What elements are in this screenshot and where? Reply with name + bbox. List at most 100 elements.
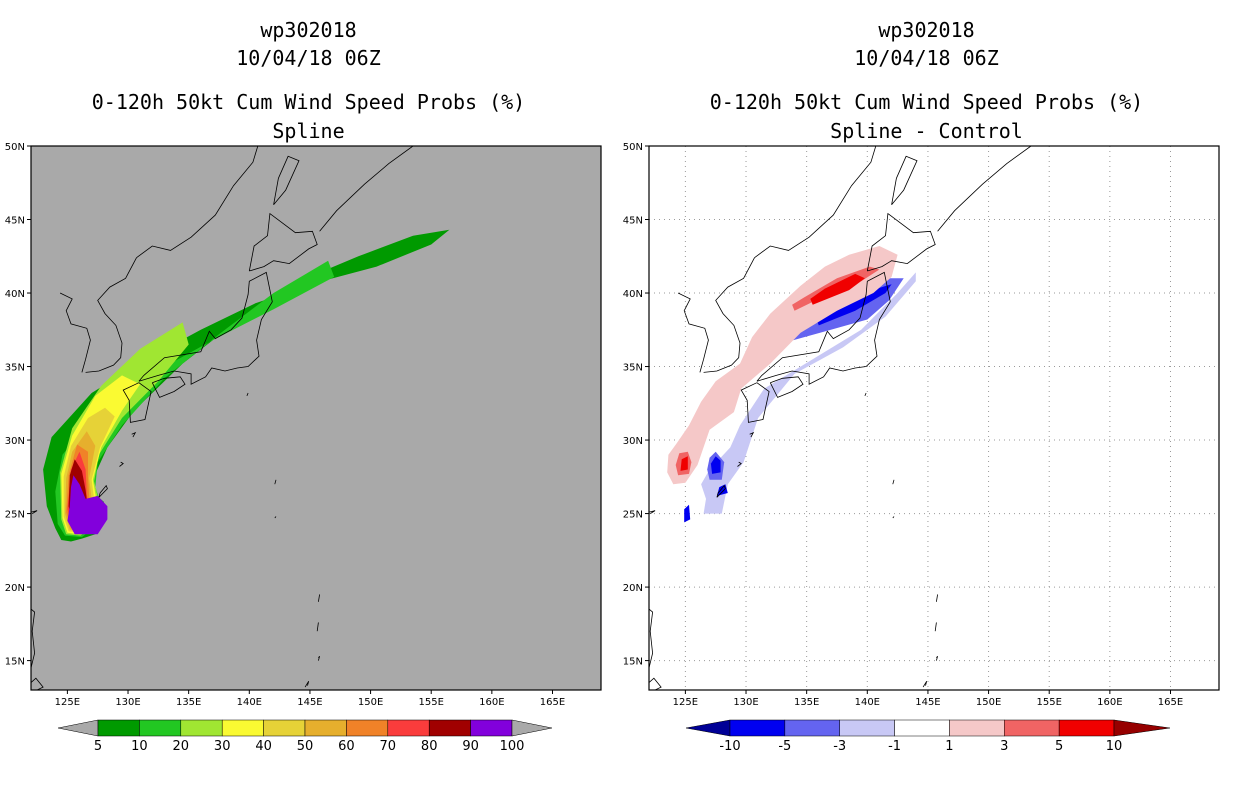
- colorbar-swatch: [346, 719, 389, 737]
- y-tick-label: 45N: [5, 216, 25, 227]
- coastline: [119, 461, 124, 467]
- coastline: [138, 271, 273, 385]
- colorbar-swatch: [729, 719, 786, 737]
- y-tick-label: 20N: [623, 583, 643, 594]
- colorbar-label: 70: [380, 739, 397, 754]
- y-tick-label: 15N: [5, 657, 25, 668]
- colorbar-swatch: [180, 719, 223, 737]
- coastline: [936, 655, 938, 661]
- y-tick-label: 15N: [623, 657, 643, 668]
- coastline: [248, 212, 318, 272]
- y-tick-label: 30N: [5, 436, 25, 447]
- colorbar-swatch: [304, 719, 347, 737]
- x-tick-label: 160E: [479, 697, 504, 708]
- colorbar-label: -1: [888, 739, 901, 754]
- colorbar-label: -5: [778, 739, 791, 754]
- coastline: [649, 677, 662, 690]
- x-tick-label: 155E: [1037, 697, 1062, 708]
- coastline: [151, 376, 186, 398]
- left-title-date: 10/04/18 06Z: [236, 46, 381, 70]
- y-tick-label: 25N: [623, 510, 643, 521]
- y-tick-label: 45N: [623, 216, 643, 227]
- colorbar-swatch: [221, 719, 264, 737]
- coastline: [936, 594, 938, 602]
- colorbar-label: 20: [173, 739, 190, 754]
- x-tick-label: 125E: [673, 697, 698, 708]
- coastline: [273, 155, 300, 206]
- coastline: [716, 484, 726, 498]
- right-contour-level-5: [810, 273, 865, 305]
- colorbar-label: 100: [500, 739, 525, 754]
- x-tick-label: 165E: [540, 697, 565, 708]
- right-title-product: 0-120h 50kt Cum Wind Speed Probs (%): [709, 90, 1144, 114]
- y-tick-label: 50N: [5, 142, 25, 153]
- y-tick-label: 35N: [623, 363, 643, 374]
- coastline: [59, 292, 91, 373]
- right-contour-level-minus5: [816, 284, 892, 326]
- colorbar-label: 60: [338, 739, 355, 754]
- coastline: [737, 461, 742, 467]
- colorbar-swatch: [387, 719, 430, 737]
- colorbar-label: 10: [131, 739, 148, 754]
- coastline: [131, 431, 137, 438]
- coastline: [891, 155, 918, 206]
- colorbar-swatch: [949, 719, 1005, 737]
- colorbar-label: 5: [94, 739, 102, 754]
- colorbar-label: 3: [1000, 739, 1008, 754]
- coastline: [892, 479, 895, 485]
- colorbar-label: 1: [945, 739, 953, 754]
- coastline: [318, 655, 320, 661]
- coastline: [740, 382, 770, 423]
- coastline: [754, 146, 877, 259]
- right-map-frame: [648, 145, 1220, 691]
- x-tick-label: 125E: [55, 697, 80, 708]
- coastline: [318, 594, 320, 602]
- colorbar-label: 90: [462, 739, 479, 754]
- coastline: [866, 212, 936, 272]
- colorbar-label: -10: [719, 739, 740, 754]
- y-tick-label: 30N: [623, 436, 643, 447]
- coastline: [769, 376, 804, 398]
- colorbar-swatch: [263, 719, 306, 737]
- coastline: [85, 257, 137, 373]
- x-tick-label: 130E: [115, 697, 140, 708]
- x-tick-label: 145E: [915, 697, 940, 708]
- coastline: [304, 680, 310, 688]
- x-tick-label: 160E: [1097, 697, 1122, 708]
- colorbar-label: 50: [297, 739, 314, 754]
- right-contour-level-minus5: [710, 456, 721, 474]
- coastline: [122, 382, 152, 423]
- left-axis-ticks: 125E 130E 135E 140E 145E 150E 155E 160E 165E 15N 2…: [5, 142, 565, 708]
- left-title-product: 0-120h 50kt Cum Wind Speed Probs (%): [91, 90, 526, 114]
- coastline: [937, 146, 1032, 232]
- right-contour-level-minus5: [684, 504, 691, 523]
- left-title-method: Spline: [272, 119, 345, 143]
- colorbar-swatch: [428, 719, 471, 737]
- x-tick-label: 155E: [419, 697, 444, 708]
- right-title-storm-id: wp302018: [878, 18, 975, 42]
- coastline: [756, 271, 891, 385]
- right-title-method: Spline - Control: [830, 119, 1023, 143]
- colorbar-low-arrow: [685, 719, 731, 737]
- colorbar-high-arrow: [1113, 719, 1171, 737]
- y-tick-label: 40N: [5, 289, 25, 300]
- colorbar-swatch: [839, 719, 895, 737]
- coastline: [316, 622, 319, 632]
- colorbar-high-arrow: [511, 719, 553, 737]
- coastline: [136, 146, 259, 259]
- colorbar-label: 5: [1055, 739, 1063, 754]
- right-axis-ticks: 125E 130E 135E 140E 145E 150E 155E 160E 165E 15N 2…: [623, 142, 1183, 708]
- coastline: [31, 510, 38, 514]
- colorbar-swatch: [784, 719, 840, 737]
- colorbar-swatch: [470, 719, 513, 737]
- colorbar-swatch: [97, 719, 140, 737]
- x-tick-label: 140E: [855, 697, 880, 708]
- coastline: [31, 608, 36, 668]
- x-tick-label: 140E: [237, 697, 262, 708]
- x-tick-label: 165E: [1158, 697, 1183, 708]
- coastline: [892, 516, 895, 519]
- right-contour-level-1: [667, 246, 898, 485]
- right-contour-level-5: [680, 456, 688, 471]
- coastline: [677, 292, 709, 373]
- x-tick-label: 145E: [297, 697, 322, 708]
